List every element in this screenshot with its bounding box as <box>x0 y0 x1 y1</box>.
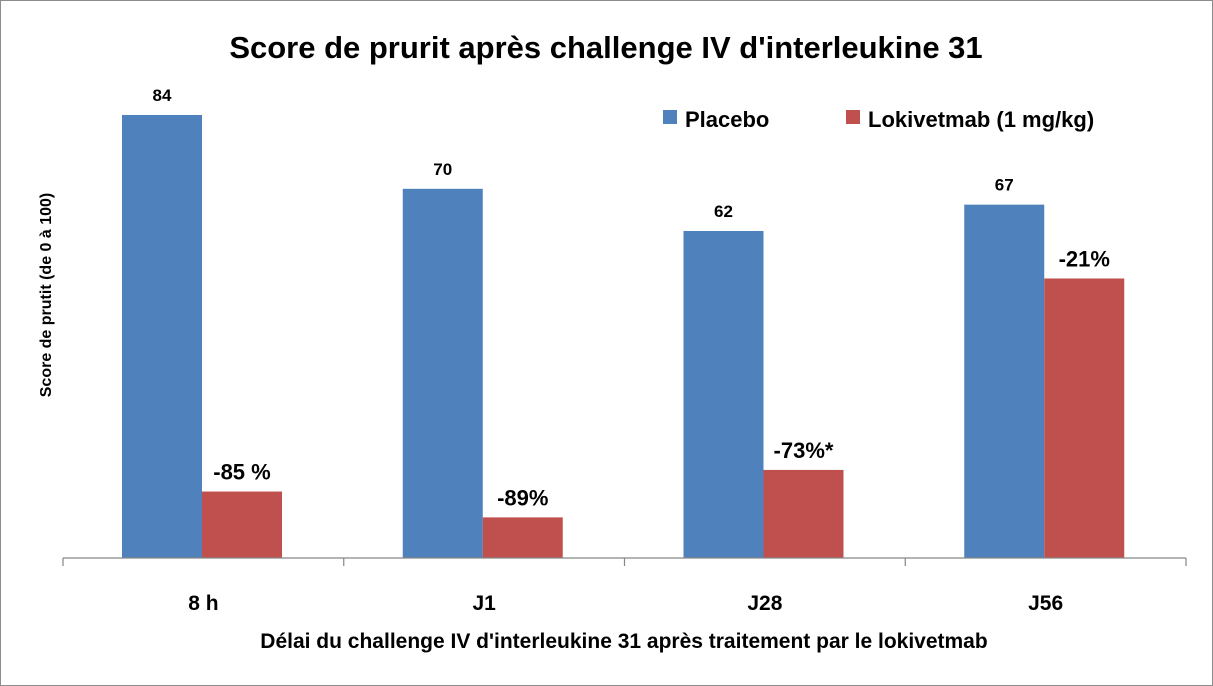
bars-group: 84 -85 % 70 -89% 62 -73%* 67 -21% <box>122 86 1125 558</box>
x-tick-label-j56: J56 <box>1028 592 1063 615</box>
bar-lokivetmab-1-mg-kg-8-h <box>202 491 282 558</box>
data-label-placebo-8-h: 84 <box>153 86 172 105</box>
bar-placebo-j1 <box>402 188 483 558</box>
legend-label-lokivetmab: Lokivetmab (1 mg/kg) <box>868 107 1094 132</box>
bar-placebo-8-h <box>122 114 202 558</box>
data-label-placebo-j1: 70 <box>433 160 452 179</box>
x-tick-label-j1: J1 <box>472 592 496 615</box>
x-axis-title: Délai du challenge IV d'interleukine 31 … <box>260 630 987 653</box>
y-axis-title: Score de prutit (de 0 à 100) <box>38 193 55 398</box>
x-tick-label-8-h: 8 h <box>188 592 218 615</box>
bar-lokivetmab-1-mg-kg-j1 <box>482 517 563 558</box>
x-axis: 8 h J1 J28 J56 <box>62 557 1187 615</box>
bar-placebo-j28 <box>683 231 764 558</box>
data-label-lokivetmab-1-mg-kg-j1: -89% <box>497 485 548 510</box>
data-label-placebo-j28: 62 <box>714 202 733 221</box>
data-label-lokivetmab-1-mg-kg-8-h: -85 % <box>213 460 270 485</box>
legend: Placebo Lokivetmab (1 mg/kg) <box>663 107 1094 132</box>
data-label-placebo-j56: 67 <box>995 176 1014 195</box>
bar-lokivetmab-1-mg-kg-j28 <box>763 469 844 558</box>
legend-label-placebo: Placebo <box>685 107 769 132</box>
data-label-lokivetmab-1-mg-kg-j56: -21% <box>1059 246 1110 271</box>
bar-lokivetmab-1-mg-kg-j56 <box>1044 278 1125 558</box>
data-label-lokivetmab-1-mg-kg-j28: -73%* <box>774 438 834 463</box>
x-tick-label-j28: J28 <box>747 592 782 615</box>
legend-swatch-lokivetmab <box>846 110 860 124</box>
chart-title: Score de prurit après challenge IV d'int… <box>229 30 982 65</box>
bar-placebo-j56 <box>964 204 1045 558</box>
legend-swatch-placebo <box>663 110 677 124</box>
